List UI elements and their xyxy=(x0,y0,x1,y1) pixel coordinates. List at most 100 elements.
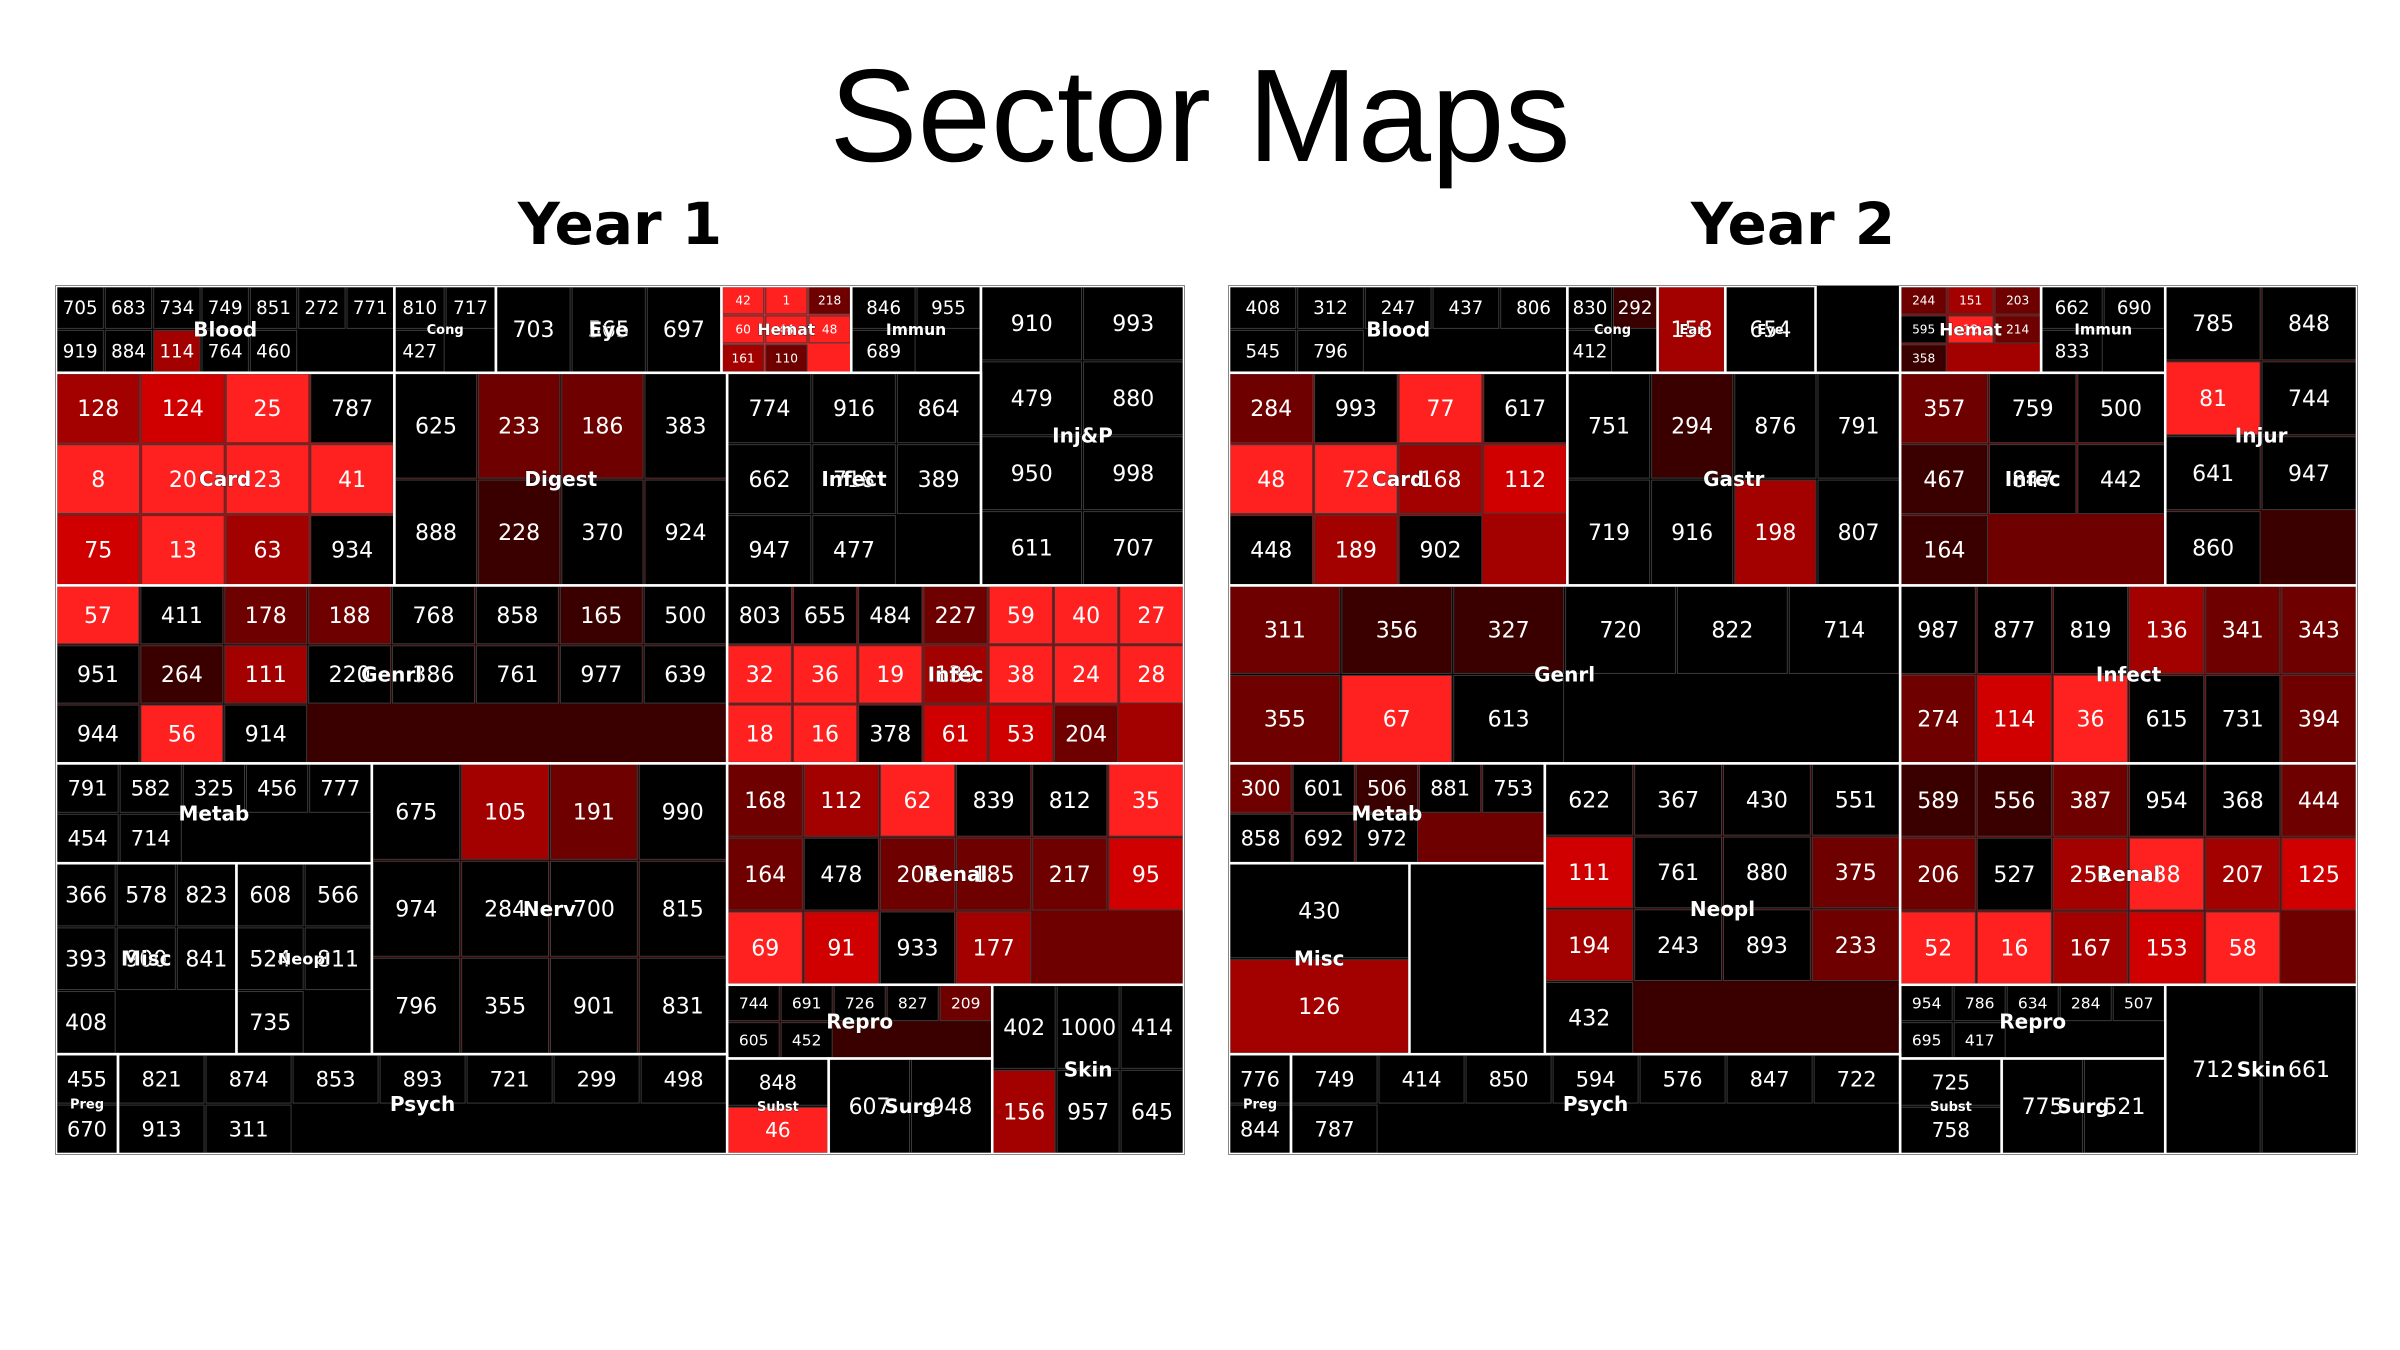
treemap-cell xyxy=(559,645,643,704)
cell-label: 913 xyxy=(142,1117,182,1141)
treemap-cell xyxy=(1355,813,1419,863)
treemap-cell xyxy=(1229,515,1314,585)
treemap-cell xyxy=(1229,763,1292,813)
cell-label: 156 xyxy=(1003,1100,1045,1125)
cell-label: 556 xyxy=(1993,789,2035,814)
treemap-cell xyxy=(225,373,310,444)
treemap-cell xyxy=(1483,444,1567,515)
cell-label: 819 xyxy=(2070,619,2112,644)
cell-label: 948 xyxy=(930,1095,972,1120)
cell-label: 13 xyxy=(169,539,197,564)
cell-label: 110 xyxy=(775,352,798,366)
cell-label: 48 xyxy=(822,323,837,337)
cell-label: 479 xyxy=(1011,387,1053,412)
sector-name-label: Skin xyxy=(1064,1057,1113,1081)
cell-label: 735 xyxy=(249,1011,291,1036)
cell-label: 615 xyxy=(2146,708,2188,733)
sector-genrl: 57 411 178 188 768 858 165 500 951 264 111 220 386 76… xyxy=(56,584,729,765)
treemap-cell xyxy=(1723,836,1811,909)
sector-name-label: Hemat xyxy=(758,321,816,339)
sector-neopl: 622 367 430 551 111 761 880 375 194 243 893 233 432 N… xyxy=(1543,762,1902,1056)
treemap-cell xyxy=(1651,373,1734,479)
cell-label: 815 xyxy=(662,897,704,922)
cell-label: 990 xyxy=(662,801,704,826)
treemap-cell xyxy=(2129,674,2205,763)
cell-label: 720 xyxy=(1600,619,1642,644)
cell-label: 370 xyxy=(581,521,623,546)
cell-label: 272 xyxy=(304,298,339,319)
treemap-cell xyxy=(1976,674,2052,763)
cell-label: 722 xyxy=(1837,1067,1877,1091)
treemap-cell xyxy=(1053,585,1119,645)
treemap-cell xyxy=(803,763,879,837)
cell-label: 725 xyxy=(1932,1070,1970,1094)
cell-label: 427 xyxy=(402,341,437,362)
cell-label: 386 xyxy=(413,663,455,688)
treemap-cell xyxy=(727,985,780,1022)
cell-label: 177 xyxy=(973,937,1015,962)
cell-label: 209 xyxy=(951,995,981,1013)
treemap-cell xyxy=(1053,645,1119,704)
cell-label: 695 xyxy=(1912,1031,1942,1049)
treemap-cell xyxy=(992,985,1056,1069)
cell-label: 841 xyxy=(185,947,227,972)
cell-label: 75 xyxy=(84,539,112,564)
sector-card: 284 993 77 617 48 72 168 112 448 189 902 Card xyxy=(1229,371,1569,587)
cell-label: 38 xyxy=(1007,663,1035,688)
cell-label: 662 xyxy=(2055,298,2090,319)
cell-label: 714 xyxy=(1823,619,1865,644)
cell-label: 566 xyxy=(317,884,359,909)
cell-label: 57 xyxy=(84,604,112,629)
cell-label: 204 xyxy=(1065,722,1107,747)
treemap-cell xyxy=(988,645,1053,704)
cell-label: 786 xyxy=(1965,995,1995,1013)
treemap-cell xyxy=(988,704,1053,763)
sector-infect: 774 916 864 662 718 389 947 477 Infect xyxy=(725,371,983,587)
cell-label: 771 xyxy=(353,298,388,319)
treemap-cell xyxy=(1811,909,1900,981)
cell-label: 785 xyxy=(2192,312,2234,337)
cell-label: 58 xyxy=(2229,937,2257,962)
treemap-cell xyxy=(140,585,224,645)
treemap-cell xyxy=(1355,763,1419,813)
sector-immun: 846 955 689 Immun xyxy=(849,286,983,375)
cell-label: 467 xyxy=(1923,468,1965,493)
cell-label: 299 xyxy=(577,1067,617,1091)
treemap-cell xyxy=(2052,674,2129,763)
cell-label: 8 xyxy=(91,468,105,493)
treemap-cell xyxy=(1229,329,1297,373)
treemap-cell xyxy=(1229,863,1409,959)
cell-label: 191 xyxy=(573,801,615,826)
cell-label: 186 xyxy=(581,415,623,440)
cell-label: 951 xyxy=(77,663,119,688)
cell-label: 860 xyxy=(2192,537,2234,562)
sector-name-label: Preg xyxy=(1243,1098,1277,1113)
cell-label: 576 xyxy=(1663,1067,1703,1091)
treemap-cell xyxy=(104,286,153,329)
sector-background xyxy=(1229,585,1901,764)
cell-label: 167 xyxy=(2070,937,2112,962)
sector-background xyxy=(1900,585,2357,764)
cell-label: 367 xyxy=(1657,788,1699,813)
cell-label: 827 xyxy=(898,995,928,1013)
cell-label: 812 xyxy=(1049,789,1091,814)
cell-label: 844 xyxy=(1240,1117,1280,1141)
cell-label: 311 xyxy=(229,1117,269,1141)
cell-label: 734 xyxy=(159,298,194,319)
cell-label: 506 xyxy=(1367,777,1407,801)
panel-title-year-2: Year 2 xyxy=(1690,190,1896,258)
cell-label: 168 xyxy=(1420,468,1462,493)
treemap-cell xyxy=(249,329,298,373)
cell-label: 900 xyxy=(125,947,167,972)
cell-label: 389 xyxy=(918,468,960,493)
sector-name-label: Blood xyxy=(1366,317,1430,341)
cell-label: 477 xyxy=(833,539,875,564)
treemap-cell xyxy=(1314,444,1398,515)
treemap-cell xyxy=(1364,286,1432,329)
cell-label: 228 xyxy=(498,521,540,546)
cell-label: 705 xyxy=(63,298,98,319)
treemap-cell xyxy=(1634,763,1723,836)
cell-label: 284 xyxy=(1250,397,1292,422)
